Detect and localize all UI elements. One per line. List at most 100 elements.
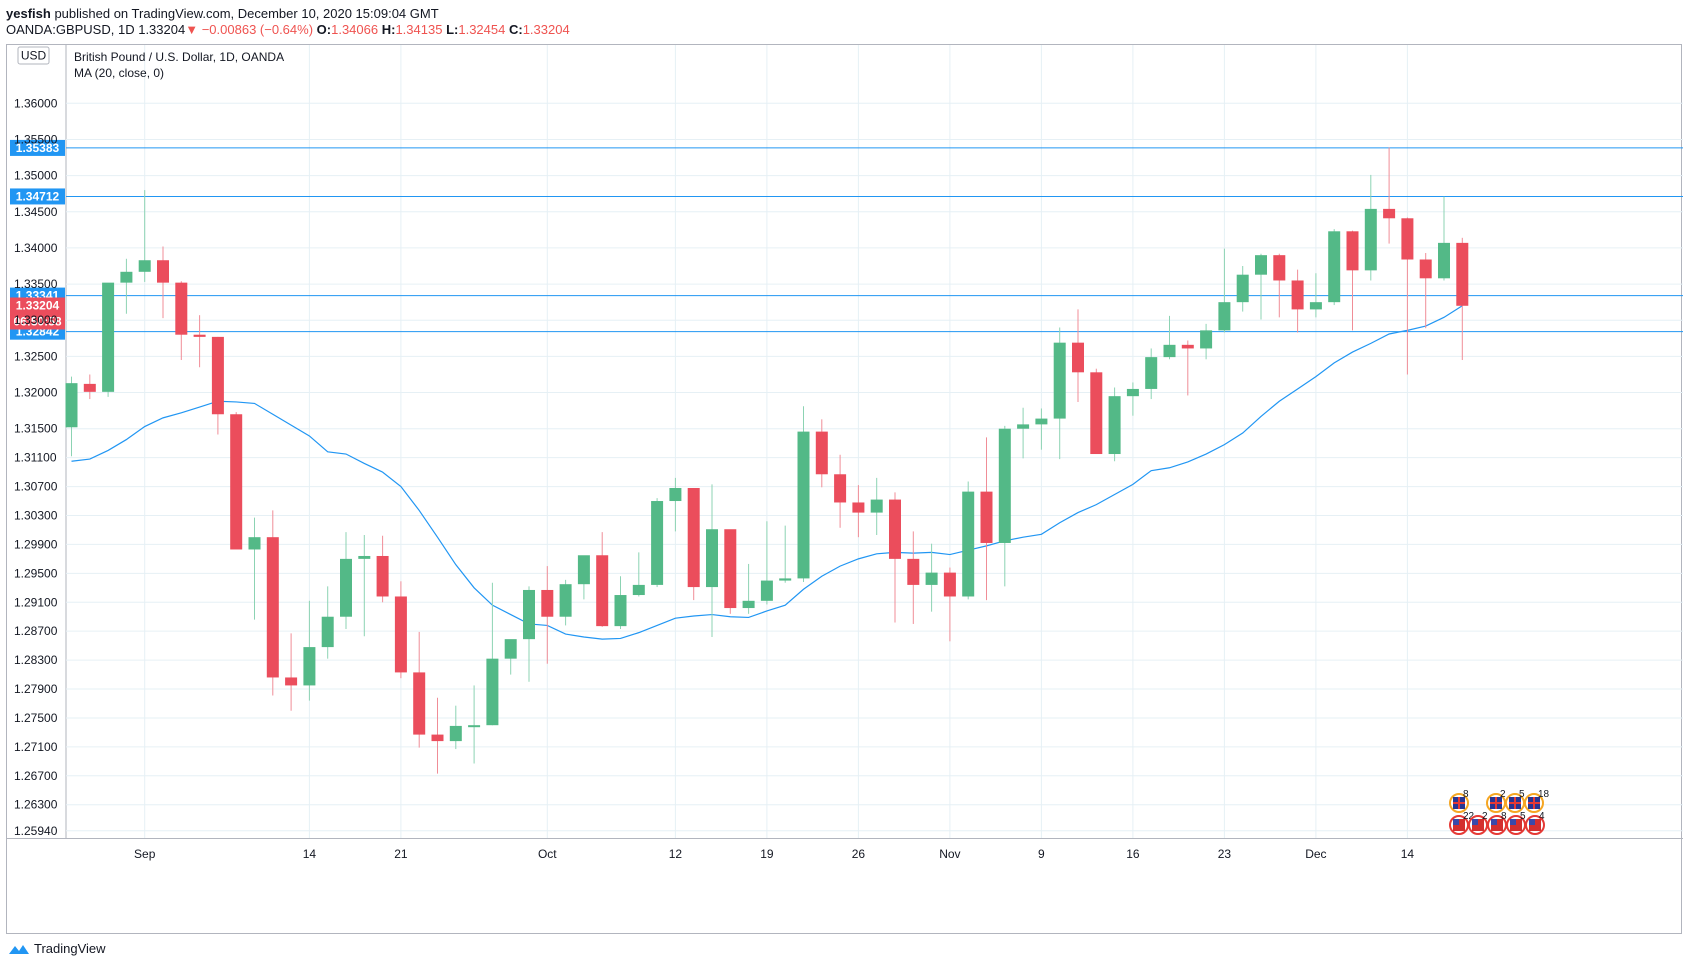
candle-body[interactable] xyxy=(815,431,828,475)
candle-body[interactable] xyxy=(1126,388,1139,397)
candle-body[interactable] xyxy=(504,639,517,659)
ma-legend[interactable]: MA (20, close, 0) xyxy=(74,66,164,80)
candle-body[interactable] xyxy=(1401,218,1414,260)
candle-body[interactable] xyxy=(651,501,664,585)
candle-body[interactable] xyxy=(1255,255,1267,275)
candle-body[interactable] xyxy=(779,578,792,581)
last-price-value: 1.33204 xyxy=(16,298,60,312)
candle-body[interactable] xyxy=(1017,424,1030,429)
candle-body[interactable] xyxy=(577,555,590,585)
currency-label: USD xyxy=(21,49,47,63)
candle-body[interactable] xyxy=(175,282,188,335)
candle-body[interactable] xyxy=(303,647,316,686)
candle-body[interactable] xyxy=(376,555,389,597)
candle-body[interactable] xyxy=(120,271,133,283)
candle-body[interactable] xyxy=(852,502,865,513)
candle-body[interactable] xyxy=(669,488,682,502)
candle-body[interactable] xyxy=(1200,330,1213,349)
candle-body[interactable] xyxy=(193,334,206,337)
candle-body[interactable] xyxy=(1328,231,1341,303)
price-tick-label: 1.32000 xyxy=(14,386,58,400)
candle-body[interactable] xyxy=(1309,302,1322,310)
candle-body[interactable] xyxy=(83,383,96,392)
price-tick-label: 1.33500 xyxy=(14,277,58,291)
candle-body[interactable] xyxy=(706,529,718,588)
candle-body[interactable] xyxy=(541,589,554,617)
ma20-line[interactable] xyxy=(71,305,1463,640)
countdown-timer: 06:50:58 xyxy=(13,314,61,328)
symbol-label: OANDA:GBPUSD, 1D xyxy=(6,22,135,37)
candle-body[interactable] xyxy=(486,658,499,726)
candle-body[interactable] xyxy=(413,672,426,735)
candle-body[interactable] xyxy=(760,580,773,601)
candle-body[interactable] xyxy=(230,414,243,550)
candle-body[interactable] xyxy=(1163,344,1176,358)
candle-body[interactable] xyxy=(449,725,462,742)
candle-body[interactable] xyxy=(1364,208,1377,271)
candle-body[interactable] xyxy=(1438,242,1450,279)
candle-body[interactable] xyxy=(1108,396,1121,455)
candle-body[interactable] xyxy=(340,558,352,617)
candle-body[interactable] xyxy=(65,383,78,428)
candle-body[interactable] xyxy=(1218,302,1231,331)
candle-body[interactable] xyxy=(1053,342,1066,419)
candle-body[interactable] xyxy=(742,600,755,609)
candle-body[interactable] xyxy=(394,596,407,673)
currency-badge[interactable] xyxy=(17,46,50,65)
candle-body[interactable] xyxy=(431,734,444,742)
candle-body[interactable] xyxy=(1090,372,1103,455)
candle-body[interactable] xyxy=(943,572,956,597)
author-name[interactable]: yesfish xyxy=(6,6,51,21)
candle-body[interactable] xyxy=(102,282,115,392)
price-tick-label: 1.30300 xyxy=(14,508,58,522)
candle-body[interactable] xyxy=(724,529,737,609)
candle-body[interactable] xyxy=(834,474,847,503)
candle-body[interactable] xyxy=(596,555,609,627)
candle-body[interactable] xyxy=(1346,231,1359,271)
candle-body[interactable] xyxy=(1419,259,1432,279)
chart-frame[interactable]: 1.35383 1.34712 1.33341 1.32842 1.33204 06:50… xyxy=(6,44,1683,935)
candle-body[interactable] xyxy=(211,336,224,415)
candle-body[interactable] xyxy=(1273,255,1286,281)
candle-body[interactable] xyxy=(1236,274,1249,303)
tradingview-logo[interactable]: TradingView xyxy=(8,941,106,956)
candle-body[interactable] xyxy=(1072,342,1084,373)
open-value: 1.34066 xyxy=(331,22,379,37)
time-tick-label: 26 xyxy=(852,847,866,861)
candle-body[interactable] xyxy=(797,431,810,579)
candle-body[interactable] xyxy=(157,260,169,283)
candle-body[interactable] xyxy=(980,491,993,543)
candle-body[interactable] xyxy=(614,595,627,627)
price-tick-label: 1.26700 xyxy=(14,769,58,783)
chart-title: British Pound / U.S. Dollar, 1D, OANDA xyxy=(74,50,284,64)
candle-body[interactable] xyxy=(1456,242,1469,306)
candle-body[interactable] xyxy=(962,491,975,597)
candle-body[interactable] xyxy=(358,555,371,559)
candle-body[interactable] xyxy=(523,589,535,640)
candle-body[interactable] xyxy=(1383,208,1396,219)
candle-body[interactable] xyxy=(266,537,279,678)
candle-body[interactable] xyxy=(1291,280,1304,310)
event-count: 2 xyxy=(1482,811,1488,822)
candle-body[interactable] xyxy=(687,488,700,588)
price-tick-label: 1.31500 xyxy=(14,422,58,436)
candle-body[interactable] xyxy=(907,558,920,585)
price-tick-label: 1.35500 xyxy=(14,132,58,146)
candle-body[interactable] xyxy=(870,499,883,513)
time-tick-label: Sep xyxy=(134,847,156,861)
candle-body[interactable] xyxy=(321,616,334,648)
time-tick-label: 14 xyxy=(1401,847,1415,861)
candle-body[interactable] xyxy=(468,725,481,728)
candle-body[interactable] xyxy=(1035,418,1048,425)
candle-body[interactable] xyxy=(248,537,261,550)
candle-body[interactable] xyxy=(925,572,938,585)
candle-body[interactable] xyxy=(1181,344,1194,349)
candle-body[interactable] xyxy=(138,260,151,272)
candle-body[interactable] xyxy=(285,677,298,686)
candle-body[interactable] xyxy=(998,428,1011,543)
candle-body[interactable] xyxy=(889,499,901,559)
candle-body[interactable] xyxy=(1145,357,1158,389)
price-chart[interactable]: 1.353831.347121.333411.328421.3320406:50… xyxy=(7,45,1683,935)
candle-body[interactable] xyxy=(559,584,572,617)
candle-body[interactable] xyxy=(632,584,645,596)
